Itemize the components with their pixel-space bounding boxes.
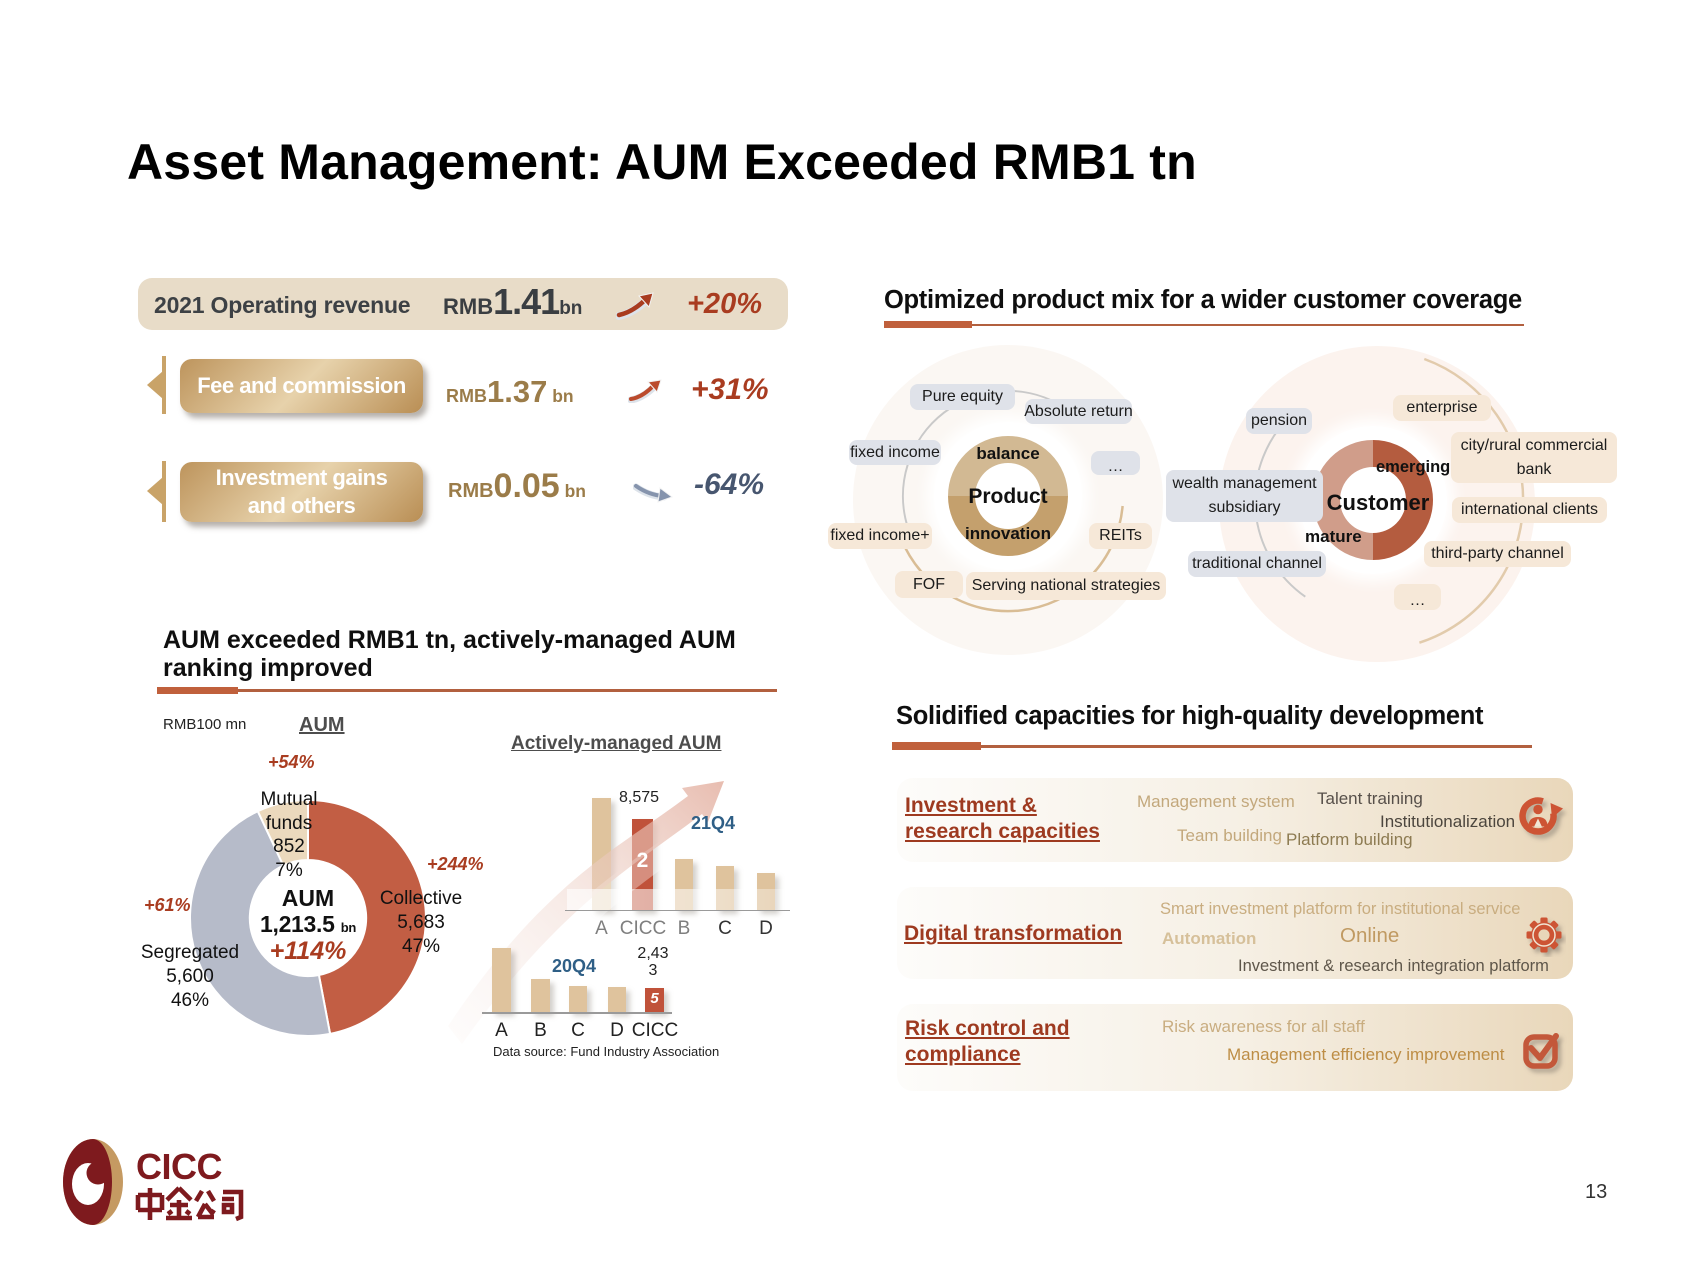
svg-text:CICC: CICC	[136, 1146, 222, 1187]
